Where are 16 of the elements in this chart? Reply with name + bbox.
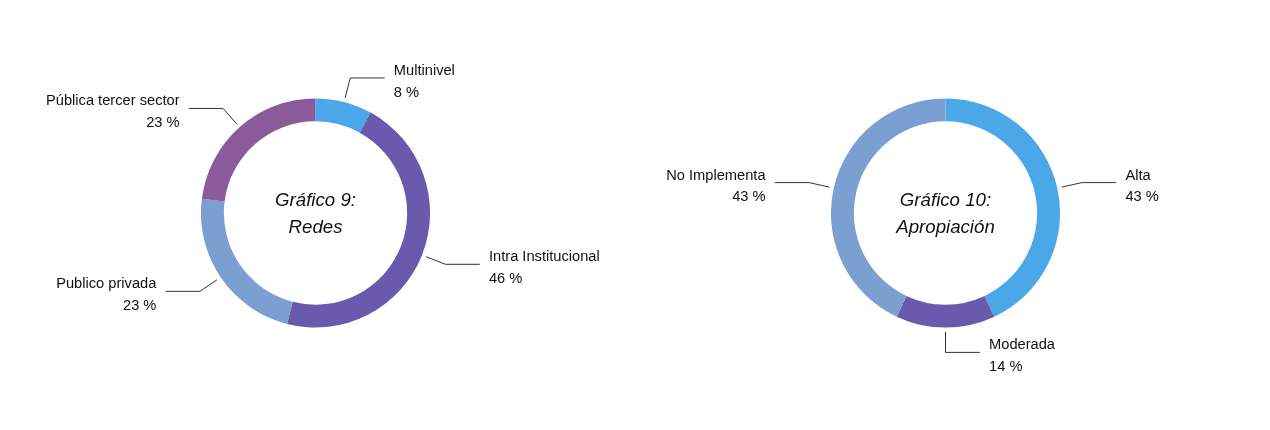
data-label: 46 % [488, 270, 523, 287]
text: Gráfico 9: Redes [275, 188, 356, 238]
data-label: 43 % [732, 188, 766, 205]
data-label: 43 % [1125, 188, 1159, 205]
data-label: 14 % [989, 358, 1023, 375]
data-label: 8 % [393, 83, 420, 100]
slice-label: Pública tercer sector [45, 92, 180, 109]
data-label: 23 % [122, 297, 157, 314]
slice-label: Moderada [989, 336, 1056, 353]
data-label: 23 % [146, 114, 180, 131]
slice-label: Alta [1125, 166, 1152, 183]
slice-label: Publico privada [56, 275, 158, 292]
slice-label: Multinivel [393, 62, 455, 78]
text: Gráfico 10: Apropiación [895, 188, 995, 238]
slice-label: No Implementa [666, 166, 767, 183]
slice-label: Intra Institucional [488, 248, 600, 265]
